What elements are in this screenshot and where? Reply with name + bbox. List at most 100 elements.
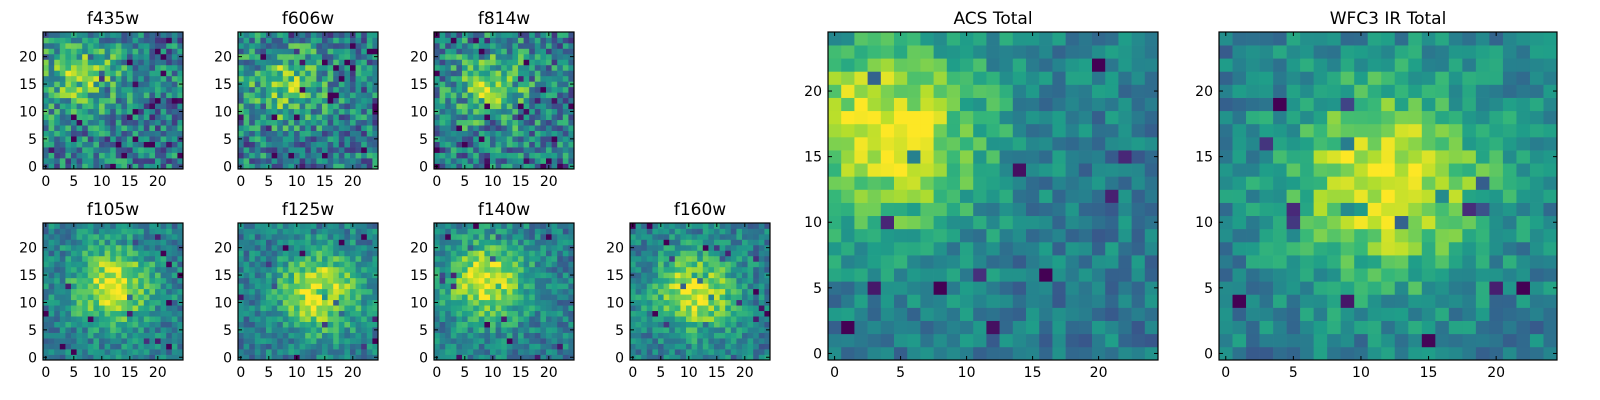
heatmap-cell	[355, 233, 362, 240]
heatmap-cell	[54, 310, 61, 317]
heatmap-cell	[82, 103, 89, 110]
heatmap-cell	[104, 103, 111, 110]
heatmap-cell	[243, 81, 250, 88]
heatmap-cell	[562, 125, 569, 131]
heatmap-cell	[166, 53, 173, 60]
heatmap-cell	[467, 272, 474, 279]
heatmap-cell	[506, 81, 513, 88]
heatmap-cell	[127, 119, 133, 126]
heatmap-cell	[1039, 346, 1053, 361]
heatmap-cell	[254, 327, 261, 333]
heatmap-cell	[506, 114, 513, 121]
heatmap-cell	[730, 283, 737, 290]
heatmap-cell	[48, 59, 55, 66]
heatmap-cell	[478, 64, 485, 71]
heatmap-cell	[501, 327, 508, 333]
heatmap-cell	[462, 136, 468, 142]
heatmap-cell	[708, 299, 715, 306]
heatmap-cell	[305, 228, 312, 235]
heatmap-cell	[316, 48, 323, 55]
heatmap-cell	[630, 266, 636, 273]
heatmap-cell	[501, 261, 508, 268]
heatmap-cell	[299, 152, 306, 159]
heatmap-cell	[747, 305, 754, 312]
heatmap-cell	[155, 114, 161, 121]
heatmap-cell	[551, 141, 558, 148]
heatmap-cell	[742, 327, 748, 333]
heatmap-cell	[121, 277, 128, 284]
heatmap-cell	[501, 37, 508, 44]
heatmap-cell	[104, 233, 111, 240]
heatmap-cell	[322, 266, 328, 273]
heatmap-cell	[501, 81, 508, 88]
heatmap-cell	[115, 81, 122, 88]
heatmap-cell	[316, 103, 323, 110]
heatmap-cell	[450, 53, 457, 60]
heatmap-cell	[322, 152, 328, 159]
heatmap-cell	[59, 338, 66, 344]
heatmap-cell	[99, 266, 105, 273]
heatmap-cell	[366, 81, 373, 88]
heatmap-cell	[708, 223, 715, 229]
heatmap-cell	[166, 114, 173, 121]
heatmap-cell	[490, 305, 496, 312]
heatmap-cell	[115, 75, 122, 82]
heatmap-cell	[439, 277, 446, 284]
heatmap-cell	[277, 114, 284, 121]
heatmap-cell	[473, 228, 480, 235]
heatmap-cell	[288, 277, 295, 284]
heatmap-cell	[254, 283, 261, 290]
heatmap-cell	[467, 108, 474, 115]
heatmap-cell	[166, 244, 173, 251]
heatmap-cell	[350, 130, 356, 137]
heatmap-cell	[736, 283, 743, 290]
heatmap-cell	[338, 343, 345, 350]
heatmap-cell	[65, 97, 72, 104]
heatmap-cell	[82, 233, 89, 240]
heatmap-cell	[366, 59, 373, 66]
heatmap-cell	[1092, 176, 1106, 190]
heatmap-cell	[518, 244, 524, 251]
heatmap-cell	[138, 147, 145, 153]
heatmap-cell	[99, 114, 105, 121]
heatmap-cell	[138, 37, 145, 44]
heatmap-cell	[1078, 307, 1093, 321]
heatmap-cell	[646, 288, 653, 295]
y-tick-label: 5	[615, 323, 624, 339]
heatmap-cell	[65, 261, 72, 268]
heatmap-cell	[143, 75, 150, 82]
heatmap-cell	[652, 294, 659, 301]
heatmap-cell	[562, 228, 569, 235]
heatmap-cell	[338, 277, 345, 284]
heatmap-cell	[138, 108, 145, 115]
heatmap-cell	[646, 228, 653, 235]
heatmap-cell	[557, 125, 564, 131]
heatmap-cell	[132, 299, 139, 306]
heatmap-cell	[82, 119, 89, 126]
heatmap-cell	[529, 152, 536, 159]
heatmap-cell	[48, 92, 55, 99]
heatmap-cell	[254, 310, 261, 317]
heatmap-cell	[439, 152, 446, 159]
heatmap-cell	[149, 86, 156, 93]
heatmap-cell	[445, 277, 452, 284]
heatmap-cell	[742, 343, 748, 350]
heatmap-cell	[266, 343, 272, 350]
heatmap-cell	[138, 288, 145, 295]
heatmap-cell	[155, 239, 161, 246]
heatmap-cell	[260, 119, 267, 126]
heatmap-cell	[143, 147, 150, 153]
heatmap-cell	[946, 163, 961, 177]
heatmap-cell	[719, 250, 726, 257]
heatmap-cell	[529, 158, 536, 164]
heatmap-cell	[986, 215, 1000, 230]
heatmap-cell	[344, 244, 351, 251]
heatmap-cell	[439, 233, 446, 240]
heatmap-cell	[557, 332, 564, 339]
heatmap-cell	[708, 266, 715, 273]
heatmap-cell	[540, 343, 547, 350]
heatmap-cell	[361, 136, 368, 142]
heatmap-cell	[310, 294, 317, 301]
heatmap-cell	[473, 136, 480, 142]
